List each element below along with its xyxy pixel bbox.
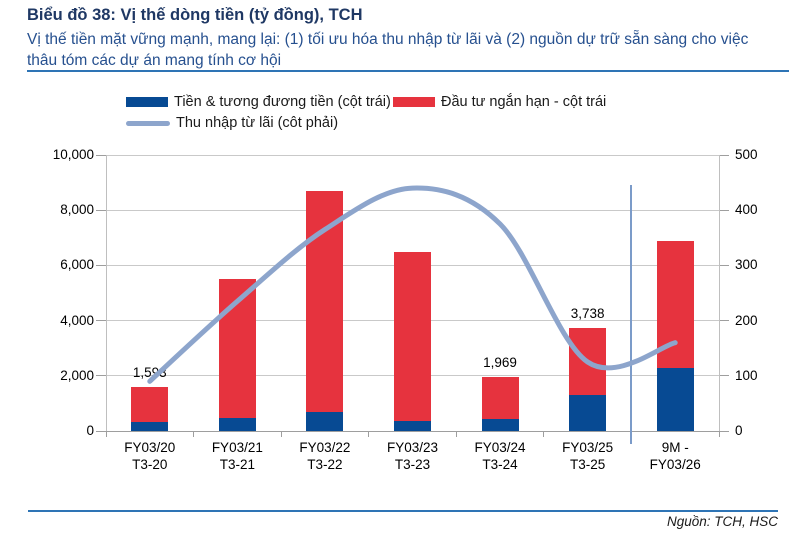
cash-swatch-icon [126, 97, 168, 107]
x-label-line1: FY03/20 [124, 440, 176, 455]
interest-income-line [147, 185, 678, 384]
footer-divider [28, 510, 778, 512]
chart-subtitle: Vị thế tiền mặt vững mạnh, mang lại: (1)… [27, 31, 749, 69]
chart-title: Biểu đồ 38: Vị thế dòng tiền (tỷ đồng), … [27, 6, 363, 24]
bar-investment-segment [394, 251, 431, 421]
x-label-line1: 9M - [661, 440, 689, 455]
right-axis-tick [719, 320, 729, 322]
x-axis-category-label: FY03/25 T3-25 [545, 439, 631, 473]
header-divider [27, 70, 789, 72]
right-axis-tick [719, 375, 729, 377]
h-gridline [106, 154, 719, 156]
left-axis-tick [96, 209, 106, 211]
bar-cash-segment [306, 412, 344, 431]
x-label-line2: T3-24 [482, 457, 518, 472]
x-axis-tick [193, 431, 195, 437]
right-axis-tick [719, 264, 729, 266]
x-label-line1: FY03/24 [474, 440, 526, 455]
x-axis-category-label: FY03/22 T3-22 [282, 439, 368, 473]
bar-total-label: 1,969 [483, 354, 517, 370]
left-axis-label: 2,000 [60, 367, 94, 383]
x-axis-category-label: 9M - FY03/26 [632, 439, 718, 473]
right-axis-label: 200 [735, 312, 758, 328]
x-axis-tick [543, 431, 545, 437]
investment-swatch-icon [393, 97, 435, 107]
x-label-line2: T3-20 [132, 457, 168, 472]
bar-total-label: 3,738 [570, 305, 605, 321]
x-label-line2: FY03/26 [649, 457, 701, 472]
x-axis-category-label: FY03/24 T3-24 [457, 439, 543, 473]
right-axis-label: 100 [735, 367, 758, 383]
x-label-line2: T3-21 [219, 457, 255, 472]
h-gridline [106, 209, 719, 211]
legend-item-interest: Thu nhập từ lãi (côt phải) [126, 115, 338, 131]
right-axis-label: 400 [735, 202, 758, 218]
left-axis-tick [96, 264, 106, 266]
x-axis-tick [455, 431, 457, 437]
left-axis-label: 10,000 [52, 147, 94, 162]
forecast-separator-line [630, 185, 633, 444]
legend-label-investment: Đầu tư ngắn hạn - cột trái [441, 94, 607, 110]
x-axis-category-label: FY03/23 T3-23 [370, 439, 456, 473]
left-axis-label: 4,000 [60, 312, 94, 328]
x-axis-tick [280, 431, 282, 437]
x-label-line1: FY03/21 [211, 440, 263, 455]
x-label-line2: T3-23 [394, 457, 431, 472]
right-axis-label: 500 [735, 147, 758, 162]
legend-item-investment: Đầu tư ngắn hạn - cột trái [393, 94, 606, 110]
x-label-line2: T3-22 [307, 457, 343, 472]
right-axis-line [719, 155, 720, 431]
left-axis-tick [96, 154, 106, 156]
x-axis-tick [718, 431, 720, 437]
right-axis-tick [719, 154, 729, 156]
legend-label-cash: Tiền & tương đương tiền (cột trái) [174, 94, 391, 110]
x-axis-tick [368, 431, 370, 437]
bar-cash-segment [218, 418, 256, 431]
left-axis-tick [96, 375, 106, 377]
x-axis-line [96, 430, 729, 432]
left-axis-label: 0 [86, 423, 94, 438]
bar-cash-segment [569, 395, 607, 431]
bar-cash-segment [131, 422, 169, 431]
legend-label-interest: Thu nhập từ lãi (côt phải) [176, 115, 339, 131]
bar-cash-segment [656, 368, 694, 431]
left-axis-line [106, 155, 107, 431]
left-axis-label: 6,000 [60, 257, 94, 273]
right-axis-label: 0 [735, 423, 743, 438]
x-label-line2: T3-25 [570, 457, 606, 472]
left-axis-tick [96, 320, 106, 322]
legend-item-cash: Tiền & tương đương tiền (cột trái) [126, 94, 391, 110]
left-axis-label: 8,000 [60, 202, 94, 218]
source-note: Nguồn: TCH, HSC [666, 514, 778, 529]
x-axis-tick [105, 431, 107, 437]
bar-cash-segment [481, 419, 519, 431]
x-label-line1: FY03/23 [386, 440, 439, 455]
x-axis-category-label: FY03/21 T3-21 [194, 439, 280, 473]
x-axis-category-label: FY03/20 T3-20 [107, 439, 193, 473]
interest-line-swatch-icon [126, 120, 170, 126]
right-axis-tick [719, 209, 729, 211]
x-label-line1: FY03/22 [299, 440, 351, 455]
bar-investment-segment [131, 387, 169, 423]
right-axis-label: 300 [735, 257, 758, 273]
x-label-line1: FY03/25 [562, 440, 614, 455]
bar-cash-segment [394, 420, 431, 431]
bar-investment-segment [481, 376, 519, 420]
